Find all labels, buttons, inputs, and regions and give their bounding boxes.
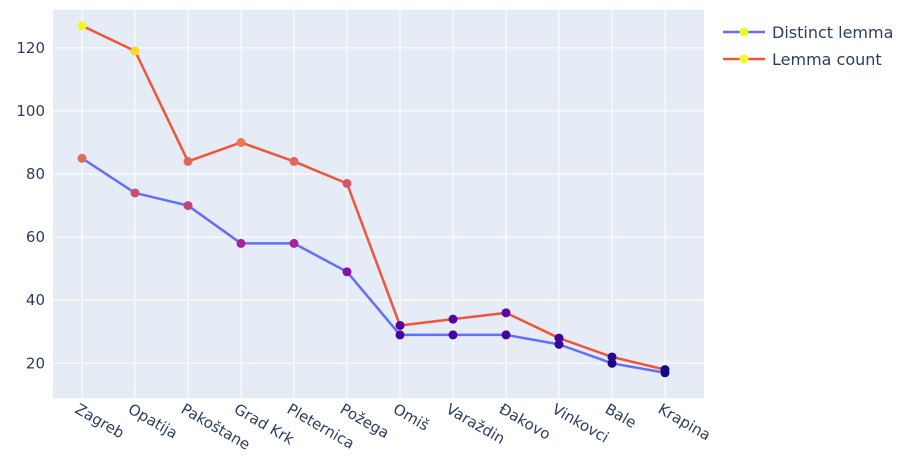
data-point[interactable] bbox=[342, 178, 352, 188]
data-point[interactable] bbox=[342, 267, 352, 277]
data-point[interactable] bbox=[77, 21, 87, 31]
data-point[interactable] bbox=[607, 358, 617, 368]
plot-area bbox=[53, 10, 704, 398]
data-point[interactable] bbox=[130, 188, 140, 198]
x-tick-label: Omiš bbox=[390, 400, 432, 435]
legend[interactable]: Distinct lemma Lemma count bbox=[723, 23, 893, 69]
y-tick-label: 60 bbox=[26, 228, 45, 246]
data-point[interactable] bbox=[236, 238, 246, 248]
data-point[interactable] bbox=[395, 320, 405, 330]
legend-marker bbox=[739, 27, 749, 37]
y-tick-label: 100 bbox=[16, 102, 45, 120]
x-tick-label: Bale bbox=[602, 400, 639, 432]
series-line-2 bbox=[81, 24, 666, 371]
legend-item[interactable]: Lemma count bbox=[723, 50, 882, 69]
series-line-1 bbox=[81, 157, 666, 374]
data-point[interactable] bbox=[554, 333, 564, 343]
data-point[interactable] bbox=[395, 330, 405, 340]
data-point[interactable] bbox=[183, 156, 193, 166]
x-tick-label: Opatija bbox=[125, 400, 181, 443]
data-point[interactable] bbox=[501, 308, 511, 318]
data-point[interactable] bbox=[607, 352, 617, 362]
legend-label: Lemma count bbox=[772, 50, 882, 69]
x-tick-label: Vinkovci bbox=[549, 400, 612, 447]
y-tick-label: 20 bbox=[26, 354, 45, 372]
data-point[interactable] bbox=[183, 201, 193, 211]
series-layer bbox=[77, 21, 670, 378]
data-point[interactable] bbox=[236, 137, 246, 147]
legend-marker bbox=[739, 54, 749, 64]
data-point[interactable] bbox=[554, 339, 564, 349]
data-point[interactable] bbox=[448, 314, 458, 324]
y-tick-label: 120 bbox=[16, 39, 45, 57]
y-axis-ticks: 20 40 60 80 100 120 bbox=[16, 39, 45, 372]
legend-label: Distinct lemma bbox=[772, 23, 893, 42]
data-point[interactable] bbox=[289, 156, 299, 166]
data-point[interactable] bbox=[77, 153, 87, 163]
y-tick-label: 40 bbox=[26, 291, 45, 309]
data-point[interactable] bbox=[448, 330, 458, 340]
y-tick-label: 80 bbox=[26, 165, 45, 183]
data-point[interactable] bbox=[130, 46, 140, 56]
data-point[interactable] bbox=[289, 238, 299, 248]
x-tick-label: Varaždin bbox=[443, 400, 508, 448]
data-point[interactable] bbox=[501, 330, 511, 340]
legend-item[interactable]: Distinct lemma bbox=[723, 23, 893, 42]
data-point[interactable] bbox=[660, 365, 670, 375]
x-tick-label: Krapina bbox=[655, 400, 714, 444]
x-tick-label: Zagreb bbox=[72, 400, 127, 442]
